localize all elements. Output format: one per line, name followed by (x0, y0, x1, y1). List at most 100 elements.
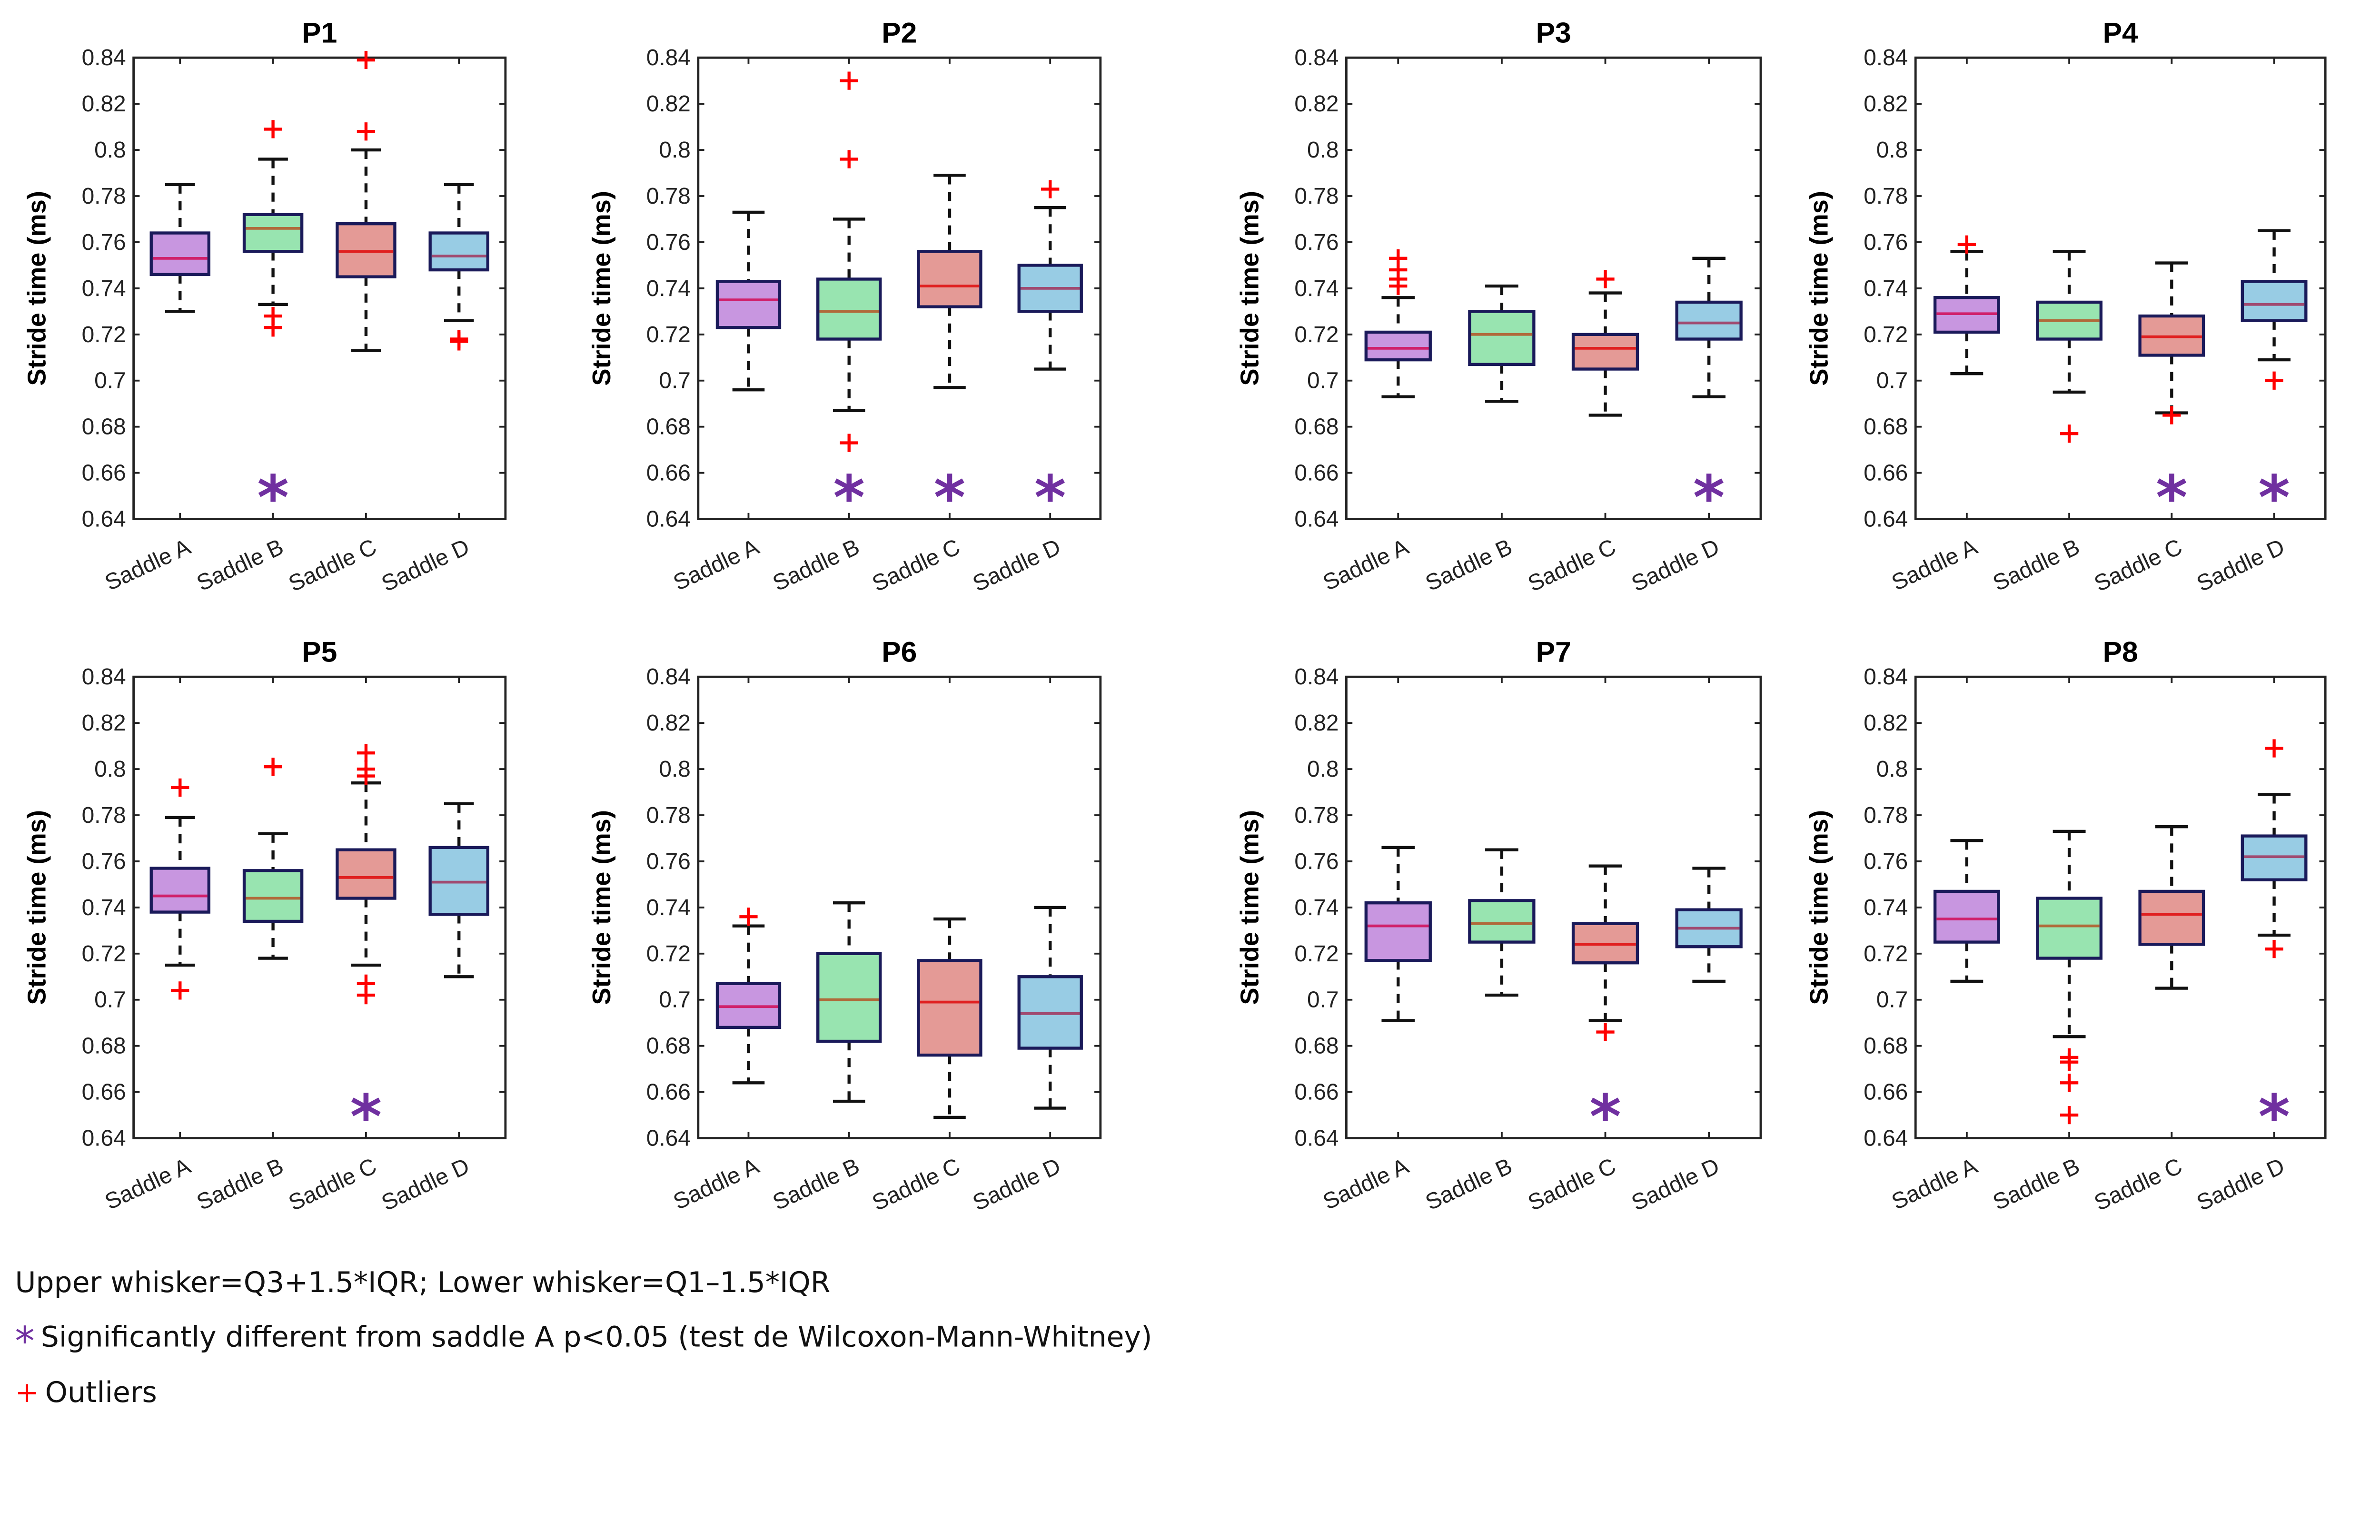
y-tick-label: 0.84 (82, 664, 126, 690)
x-tick-label: Saddle B (193, 534, 287, 596)
significance-star: * (2156, 463, 2188, 533)
y-tick-label: 0.8 (94, 757, 126, 782)
y-tick-label: 0.72 (1864, 941, 1908, 967)
x-tick-label: Saddle C (1524, 1154, 1620, 1216)
plot-frame (132, 675, 507, 1139)
x-tick-label: Saddle C (868, 534, 964, 597)
panel-p7: P7 Stride time (ms) 0.64 0.66 0.68 0.7 0.72 0.7… (1235, 635, 1762, 1216)
box-saddle-c (917, 250, 982, 308)
x-tick-label: Saddle C (285, 1154, 380, 1216)
box-saddle-a (149, 867, 211, 914)
panel-title: P8 (2103, 635, 2138, 668)
box-saddle-d (428, 231, 489, 272)
y-tick-label: 0.66 (1294, 461, 1339, 486)
y-tick-label: 0.74 (646, 276, 691, 301)
star-icon: * (15, 1318, 35, 1364)
y-tick-label: 0.72 (646, 322, 691, 347)
box-saddle-a (1364, 330, 1432, 362)
y-tick-label: 0.64 (82, 1126, 126, 1151)
significance-star: * (350, 1082, 382, 1153)
outlier-marker (357, 986, 376, 1005)
box-saddle-b (242, 213, 304, 253)
box-saddle-a (1933, 889, 2000, 944)
legend-star-text: Significantly different from saddle A p<… (40, 1320, 1152, 1354)
legend-whisker: Upper whisker=Q3+1.5*IQR; Lower whisker=… (15, 1266, 2357, 1299)
y-tick-label: 0.82 (646, 91, 691, 117)
outlier-marker (1041, 180, 1060, 198)
y-tick-label: 0.7 (94, 368, 126, 394)
y-axis-label: Stride time (ms) (1805, 191, 1833, 386)
significance-star: * (1693, 463, 1725, 533)
y-tick-label: 0.68 (646, 415, 691, 440)
y-tick-label: 0.84 (82, 45, 126, 70)
panel-p5: P5 Stride time (ms) 0.64 0.66 0.68 0.7 0.72 0.7… (23, 635, 507, 1216)
x-tick-label: Saddle A (101, 534, 194, 596)
x-tick-label: Saddle A (101, 1154, 194, 1215)
outlier-marker (2265, 940, 2283, 958)
outlier-marker (264, 120, 282, 138)
y-tick-label: 0.74 (82, 276, 126, 301)
legend-significance: * Significantly different from saddle A p… (15, 1319, 2357, 1364)
plot-frame (1345, 675, 1762, 1139)
y-tick-label: 0.64 (646, 507, 691, 532)
outlier-marker (2060, 1074, 2079, 1092)
plot-frame (697, 675, 1102, 1139)
outlier-marker (264, 758, 282, 776)
y-tick-label: 0.8 (1307, 757, 1339, 782)
y-tick-label: 0.64 (1864, 1126, 1908, 1151)
significance-star: * (833, 463, 865, 533)
outlier-marker (840, 150, 858, 168)
panel-title: P2 (882, 16, 917, 49)
x-tick-label: Saddle A (670, 1154, 763, 1215)
legend-outliers: + Outliers (15, 1376, 2357, 1409)
legend-outlier-text: Outliers (45, 1375, 157, 1409)
figure-container: P1 Stride time (ms) 0.64 0.66 0.68 0.7 0.72 0.7… (15, 16, 2357, 1409)
y-tick-label: 0.76 (646, 230, 691, 255)
x-tick-label: Saddle C (2091, 1154, 2186, 1216)
outlier-marker (2265, 739, 2283, 758)
outlier-marker (264, 318, 282, 337)
plot-frame (1914, 56, 2327, 520)
outlier-marker (840, 71, 858, 90)
outlier-marker (357, 50, 376, 69)
y-tick-label: 0.72 (1294, 322, 1339, 347)
x-tick-label: Saddle D (969, 534, 1065, 597)
panel-p4: P4 Stride time (ms) 0.64 0.66 0.68 0.7 0.72 0.7… (1805, 16, 2327, 597)
box-saddle-b (242, 869, 304, 923)
y-tick-label: 0.78 (1294, 803, 1339, 828)
x-tick-label: Saddle B (1989, 1154, 2083, 1215)
y-tick-label: 0.64 (82, 507, 126, 532)
y-tick-label: 0.7 (1307, 368, 1339, 394)
x-tick-label: Saddle A (1319, 534, 1412, 596)
y-axis-label: Stride time (ms) (587, 191, 616, 386)
panel-p6: P6 Stride time (ms) 0.64 0.66 0.68 0.7 0.72 0.7… (587, 635, 1102, 1216)
y-tick-label: 0.7 (1876, 987, 1908, 1013)
x-tick-label: Saddle D (969, 1154, 1065, 1216)
y-tick-label: 0.78 (646, 184, 691, 209)
boxplot-figure: P1 Stride time (ms) 0.64 0.66 0.68 0.7 0.72 0.7… (23, 16, 2327, 1216)
y-tick-label: 0.7 (659, 987, 691, 1013)
panel-title: P7 (1536, 635, 1571, 668)
outlier-marker (171, 981, 189, 1000)
y-tick-label: 0.8 (659, 138, 691, 163)
plus-icon: + (15, 1375, 39, 1409)
outlier-marker (2265, 371, 2283, 390)
x-tick-label: Saddle B (1989, 534, 2083, 596)
y-tick-label: 0.64 (1294, 1126, 1339, 1151)
y-tick-label: 0.8 (1307, 138, 1339, 163)
y-tick-label: 0.68 (1864, 415, 1908, 440)
y-tick-label: 0.68 (1294, 415, 1339, 440)
y-tick-label: 0.68 (646, 1034, 691, 1059)
y-tick-label: 0.68 (82, 1034, 126, 1059)
outlier-marker (2060, 424, 2079, 443)
box-saddle-a (715, 280, 782, 329)
outlier-marker (1596, 270, 1615, 288)
outlier-marker (2060, 1053, 2079, 1071)
box-saddle-c (917, 959, 982, 1057)
y-axis-label: Stride time (ms) (23, 191, 51, 386)
y-tick-label: 0.82 (1864, 711, 1908, 736)
y-tick-label: 0.76 (1294, 230, 1339, 255)
box-saddle-d (1675, 300, 1743, 341)
y-tick-label: 0.72 (646, 941, 691, 967)
outlier-marker (840, 434, 858, 452)
